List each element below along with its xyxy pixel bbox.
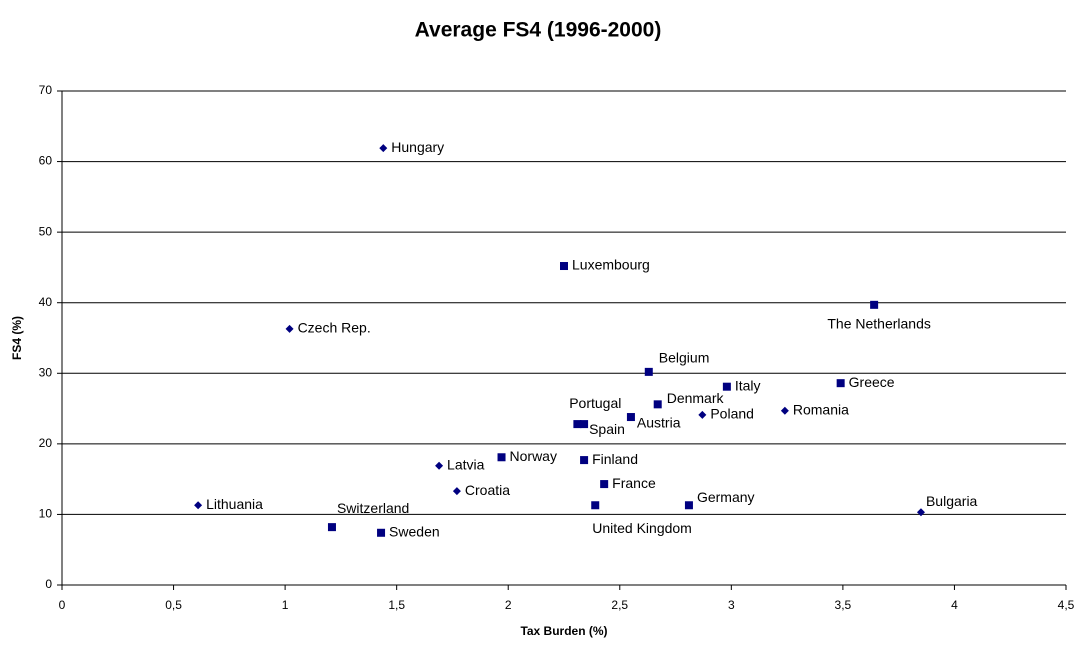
point-label: Latvia bbox=[447, 456, 485, 472]
point-label: The Netherlands bbox=[827, 316, 931, 332]
point-label: Germany bbox=[697, 489, 755, 505]
point-label: Luxembourg bbox=[572, 257, 650, 273]
point-label: Spain bbox=[589, 421, 625, 437]
point bbox=[560, 262, 568, 271]
x-axis-title: Tax Burden (%) bbox=[520, 624, 607, 638]
point bbox=[285, 324, 294, 333]
point-label: Greece bbox=[849, 374, 895, 390]
point-label: Sweden bbox=[389, 523, 440, 539]
x-tick-label: 0,5 bbox=[165, 598, 182, 612]
point bbox=[580, 420, 589, 429]
point bbox=[591, 501, 600, 510]
point bbox=[684, 501, 693, 510]
x-tick-label: 3,5 bbox=[835, 598, 852, 612]
point-label: Switzerland bbox=[337, 500, 409, 516]
point bbox=[573, 420, 582, 429]
y-tick-label: 70 bbox=[39, 83, 53, 97]
point bbox=[644, 367, 653, 376]
point bbox=[626, 413, 635, 422]
x-tick-label: 4,5 bbox=[1058, 598, 1075, 612]
y-tick-label: 20 bbox=[39, 436, 53, 450]
point bbox=[653, 400, 662, 409]
point-label: Portugal bbox=[569, 395, 621, 411]
point bbox=[722, 382, 731, 391]
y-tick-label: 30 bbox=[39, 365, 53, 379]
y-tick-label: 40 bbox=[39, 295, 53, 309]
x-tick-label: 4 bbox=[951, 598, 958, 612]
point-label: Poland bbox=[710, 406, 754, 422]
point-label: Czech Rep. bbox=[298, 320, 371, 336]
point bbox=[580, 456, 589, 465]
point-label: United Kingdom bbox=[592, 520, 692, 536]
point bbox=[452, 487, 461, 496]
point-label: Denmark bbox=[667, 390, 725, 406]
chart-title: Average FS4 (1996-2000) bbox=[415, 19, 662, 42]
point-label: Croatia bbox=[465, 482, 510, 498]
point bbox=[194, 501, 203, 510]
y-tick-label: 10 bbox=[39, 507, 53, 521]
point bbox=[379, 144, 388, 153]
point-label: Bulgaria bbox=[926, 493, 978, 509]
point bbox=[435, 461, 444, 470]
x-tick-label: 0 bbox=[59, 598, 66, 612]
point bbox=[870, 300, 879, 309]
point bbox=[780, 406, 789, 415]
x-tick-label: 3 bbox=[728, 598, 735, 612]
point bbox=[836, 379, 845, 388]
x-tick-label: 1,5 bbox=[388, 598, 405, 612]
point bbox=[916, 508, 925, 517]
point bbox=[497, 453, 506, 462]
point-label: Austria bbox=[637, 415, 681, 431]
point-label: Hungary bbox=[391, 139, 444, 155]
x-tick-label: 2,5 bbox=[611, 598, 628, 612]
point-label: Lithuania bbox=[206, 496, 263, 512]
point-label: France bbox=[612, 475, 656, 491]
y-tick-label: 50 bbox=[39, 224, 53, 238]
point bbox=[327, 523, 336, 532]
y-tick-label: 60 bbox=[39, 154, 53, 168]
y-axis-title: FS4 (%) bbox=[10, 316, 24, 360]
x-tick-label: 1 bbox=[282, 598, 289, 612]
point-label: Belgium bbox=[659, 350, 710, 366]
point bbox=[698, 410, 707, 419]
point-label: Finland bbox=[592, 451, 638, 467]
point bbox=[377, 528, 386, 537]
point bbox=[600, 480, 609, 489]
x-tick-label: 2 bbox=[505, 598, 512, 612]
point-label: Italy bbox=[735, 377, 761, 393]
point-label: Romania bbox=[793, 401, 849, 417]
y-tick-label: 0 bbox=[45, 577, 52, 591]
point-label: Norway bbox=[510, 448, 557, 464]
